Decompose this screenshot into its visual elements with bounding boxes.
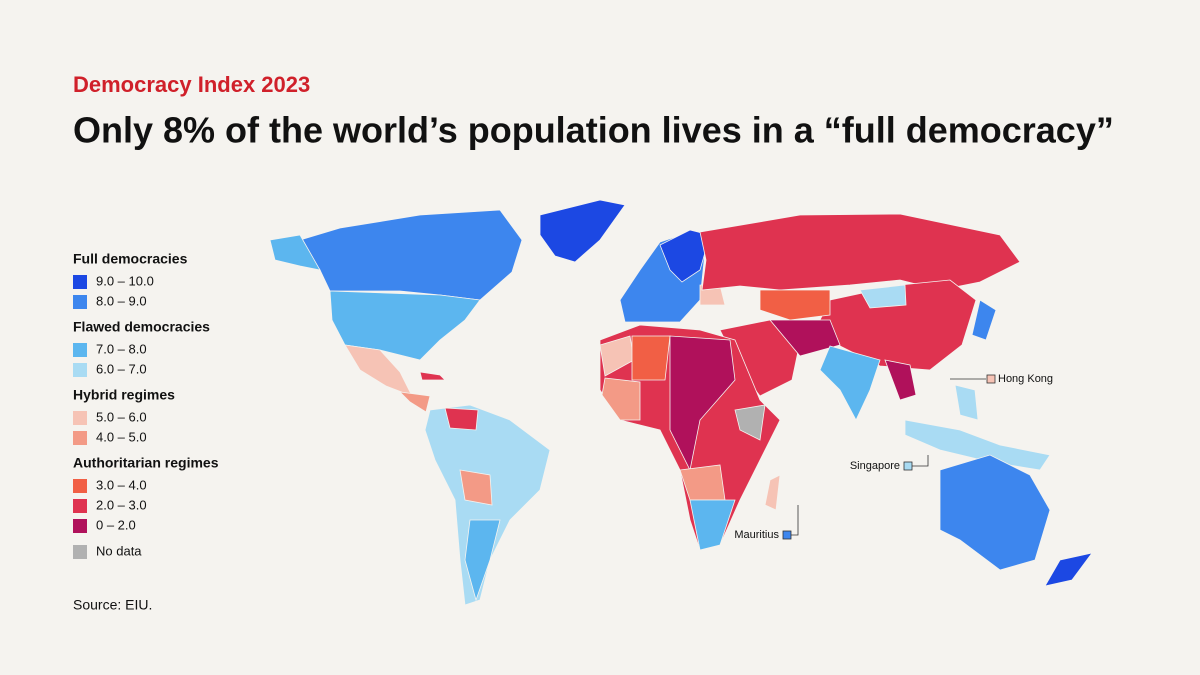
callout-label: Mauritius — [734, 529, 779, 541]
legend-label: No data — [96, 543, 142, 558]
legend-group-title: Hybrid regimes — [73, 387, 175, 403]
legend-label: 2.0 – 3.0 — [96, 497, 147, 512]
legend-label: 5.0 – 6.0 — [96, 409, 147, 424]
world-map — [269, 199, 1093, 606]
source: Source: EIU. — [73, 597, 152, 613]
legend-group-title: Authoritarian regimes — [73, 455, 219, 471]
legend-group-title: Flawed democracies — [73, 319, 210, 335]
legend-swatch — [73, 363, 87, 377]
headline: Only 8% of the world’s population lives … — [73, 110, 1114, 151]
legend-swatch — [73, 295, 87, 309]
legend-swatch — [73, 499, 87, 513]
legend-group-title: Full democracies — [73, 251, 188, 267]
legend: Full democracies 9.0 – 10.0 8.0 – 9.0 Flawe… — [73, 251, 219, 559]
kicker: Democracy Index 2023 — [73, 72, 310, 97]
legend-swatch — [73, 519, 87, 533]
legend-swatch — [73, 343, 87, 357]
legend-swatch — [73, 431, 87, 445]
callout-label: Singapore — [850, 460, 900, 472]
legend-label: 6.0 – 7.0 — [96, 361, 147, 376]
legend-label: 4.0 – 5.0 — [96, 429, 147, 444]
legend-label: 9.0 – 10.0 — [96, 273, 154, 288]
legend-label: 3.0 – 4.0 — [96, 477, 147, 492]
callout-label: Hong Kong — [998, 373, 1053, 385]
legend-swatch — [73, 545, 87, 559]
legend-label: 7.0 – 8.0 — [96, 341, 147, 356]
legend-label: 8.0 – 9.0 — [96, 293, 147, 308]
legend-label: 0 – 2.0 — [96, 517, 136, 532]
legend-swatch — [73, 275, 87, 289]
legend-swatch — [73, 479, 87, 493]
legend-swatch — [73, 411, 87, 425]
